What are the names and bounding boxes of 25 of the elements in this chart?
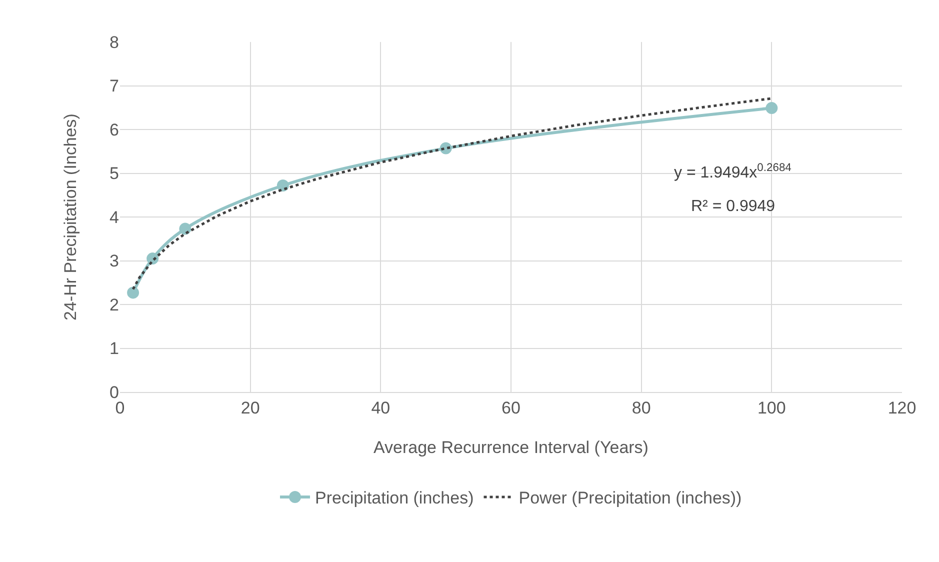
point: [766, 102, 778, 114]
y-tick-label: 2: [110, 295, 119, 314]
y-tick-label: 1: [110, 339, 119, 358]
x-tick-label: 20: [240, 398, 260, 418]
point: [127, 286, 140, 299]
x-tick-label: 80: [632, 398, 651, 418]
y-tick-label: 4: [110, 208, 119, 227]
point: [179, 222, 192, 235]
y-tick-label: 3: [110, 252, 119, 271]
y-tick-label: 5: [110, 164, 119, 184]
y-tick-label: 8: [110, 32, 119, 52]
point: [276, 180, 289, 192]
x-tick-label: 40: [371, 398, 390, 418]
legend-label: Power (Precipitation (inches)): [518, 488, 742, 508]
x-axis-title: Average Recurrence Interval (Years): [374, 438, 648, 457]
annotation: y = 1.9494x$^{0.2684}$: [674, 162, 792, 182]
x-tick-label: 120: [888, 398, 916, 418]
x-tick-label: 100: [757, 398, 786, 418]
y-tick-label: 7: [110, 76, 119, 96]
annotation: R² = 0.9949: [691, 198, 776, 215]
y-tick-label: 6: [110, 120, 119, 140]
x-tick-label: 60: [502, 398, 520, 418]
y-tick-label: 0: [110, 382, 119, 402]
legend-label: Precipitation (inches): [315, 488, 474, 508]
y-axis-title: 24-Hr Precipitation (Inches): [61, 114, 80, 320]
